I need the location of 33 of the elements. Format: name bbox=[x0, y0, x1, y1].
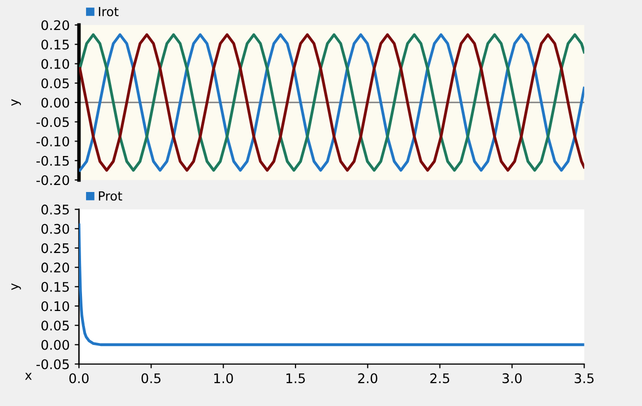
x-tick-label: 1.0 bbox=[214, 373, 233, 384]
y-tick-label: 0.15 bbox=[41, 40, 69, 50]
x-tick-label: 2.5 bbox=[430, 373, 450, 384]
x-tick-label: 1.5 bbox=[286, 373, 305, 384]
y-axis-title: y bbox=[11, 283, 21, 290]
y-tick-label: -0.05 bbox=[36, 117, 69, 128]
y-tick-label: 0.10 bbox=[41, 58, 70, 69]
y-tick-label: 0.05 bbox=[41, 78, 69, 88]
y-tick-label: -0.10 bbox=[36, 136, 70, 146]
line-series bbox=[78, 33, 584, 172]
y-tick-label: 0.00 bbox=[41, 98, 70, 108]
y-tick-label: 0.25 bbox=[41, 243, 69, 254]
y-tick-label: 0.00 bbox=[41, 340, 70, 350]
y-tick-label: 0.30 bbox=[41, 224, 70, 234]
x-tick-label: 0.0 bbox=[69, 373, 89, 384]
y-tick-label: 0.15 bbox=[41, 282, 69, 292]
x-tick-label: 2.0 bbox=[358, 373, 378, 384]
legend-label: Prot bbox=[98, 191, 122, 201]
y-tick-label: -0.15 bbox=[36, 156, 69, 166]
y-tick-label: 0.10 bbox=[41, 301, 70, 312]
y-tick-label: 0.05 bbox=[41, 320, 69, 331]
y-axis-title: y bbox=[11, 99, 21, 106]
y-tick-label: 0.20 bbox=[41, 262, 70, 273]
x-tick-label: 0.5 bbox=[142, 373, 160, 384]
line-series bbox=[78, 223, 584, 346]
y-tick-label: 0.20 bbox=[41, 20, 70, 30]
legend-label: Irot bbox=[98, 7, 119, 16]
x-tick-label: 3.5 bbox=[574, 373, 594, 384]
y-tick-label: 0.35 bbox=[41, 204, 69, 215]
x-tick-label: 3.0 bbox=[502, 373, 522, 384]
y-tick-label: -0.05 bbox=[36, 359, 69, 370]
y-tick-label: -0.20 bbox=[36, 175, 70, 186]
x-axis-title: x bbox=[25, 372, 32, 380]
